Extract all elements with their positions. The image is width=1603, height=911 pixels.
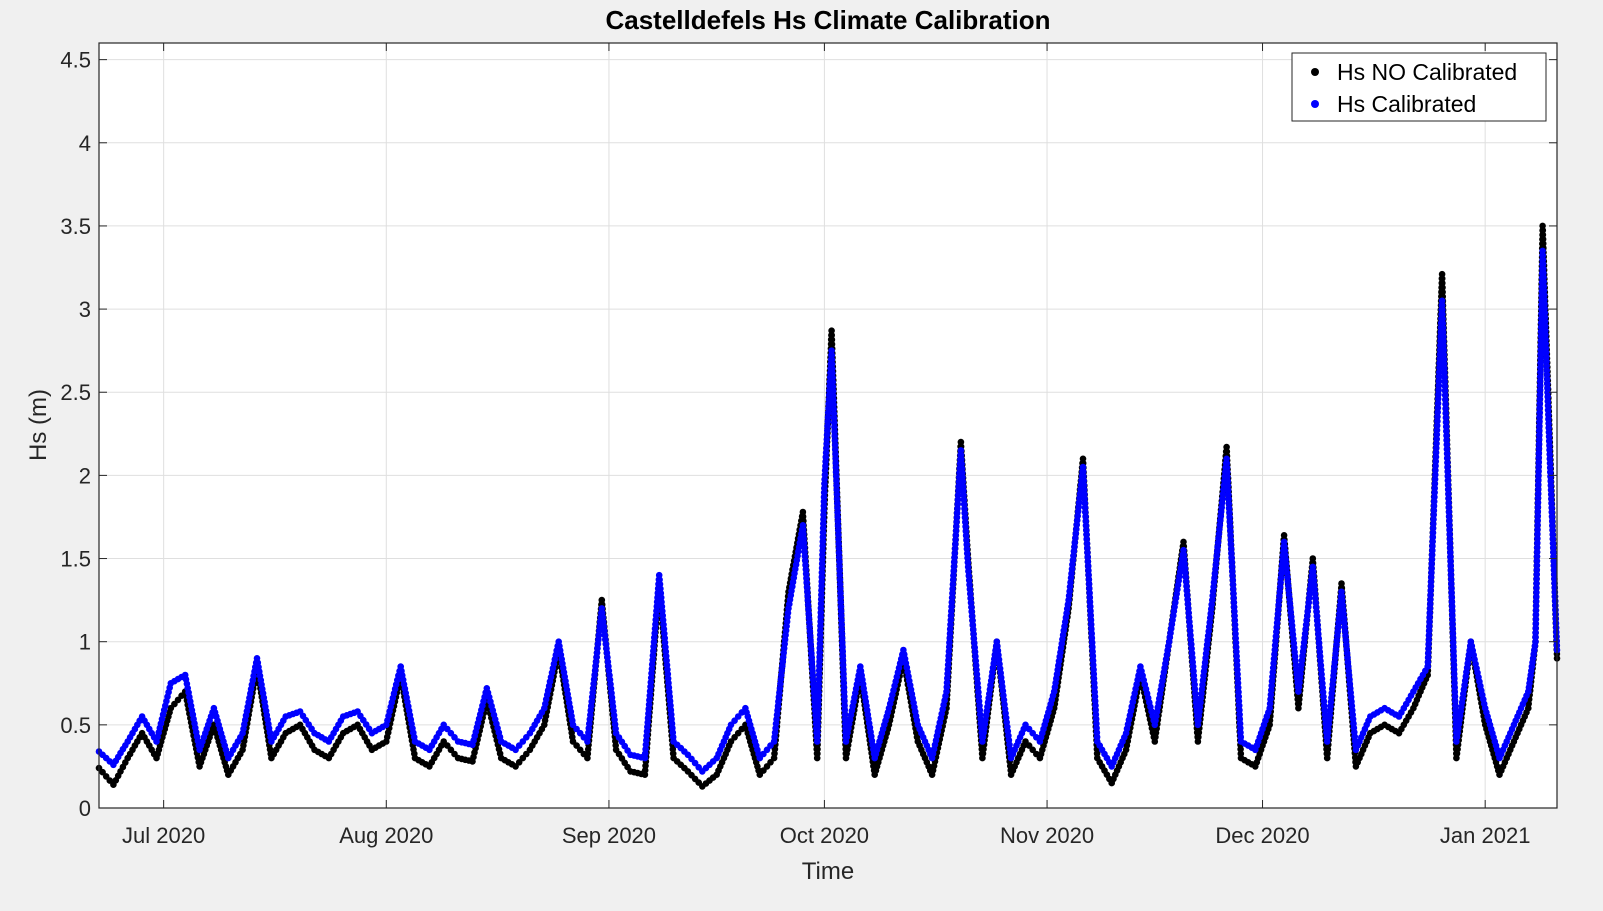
legend-box [1291, 52, 1547, 122]
y-tick-label: 0 [79, 796, 91, 821]
legend-label-hs-no-calibrated: Hs NO Calibrated [1337, 59, 1517, 85]
y-tick-label: 3 [79, 297, 91, 322]
x-tick-label: Aug 2020 [339, 823, 433, 848]
x-axis-label: Time [802, 858, 854, 885]
axes-box [98, 42, 1558, 809]
y-tick-label: 1.5 [60, 547, 91, 572]
legend-marker-hs-no-calibrated [1311, 68, 1319, 76]
y-tick-label: 4 [79, 131, 91, 156]
chart-title: Castelldefels Hs Climate Calibration [605, 5, 1050, 35]
y-tick-label: 2.5 [60, 380, 91, 405]
y-tick-label: 4.5 [60, 48, 91, 73]
y-axis-label: Hs (m) [25, 389, 52, 461]
x-tick-label: Jan 2021 [1440, 823, 1531, 848]
y-tick-label: 1 [79, 630, 91, 655]
legend-label-hs-calibrated: Hs Calibrated [1337, 91, 1476, 117]
x-tick-label: Sep 2020 [562, 823, 656, 848]
series-layer [95, 222, 1561, 790]
y-tick-label: 3.5 [60, 214, 91, 239]
x-tick-label: Dec 2020 [1215, 823, 1309, 848]
x-tick-label: Jul 2020 [122, 823, 205, 848]
legend: Hs NO Calibrated Hs Calibrated [1291, 52, 1547, 122]
ticks: 0 0.5 1 1.5 2 2.5 3 3.5 4 4.5 Jul 2020 Aug 2020 Sep … [60, 43, 1557, 848]
y-tick-label: 0.5 [60, 713, 91, 738]
y-tick-label: 2 [79, 463, 91, 488]
series-hs-calibrated [95, 247, 1561, 775]
legend-marker-hs-calibrated [1311, 100, 1319, 108]
x-tick-label: Oct 2020 [780, 823, 869, 848]
x-tick-label: Nov 2020 [1000, 823, 1094, 848]
